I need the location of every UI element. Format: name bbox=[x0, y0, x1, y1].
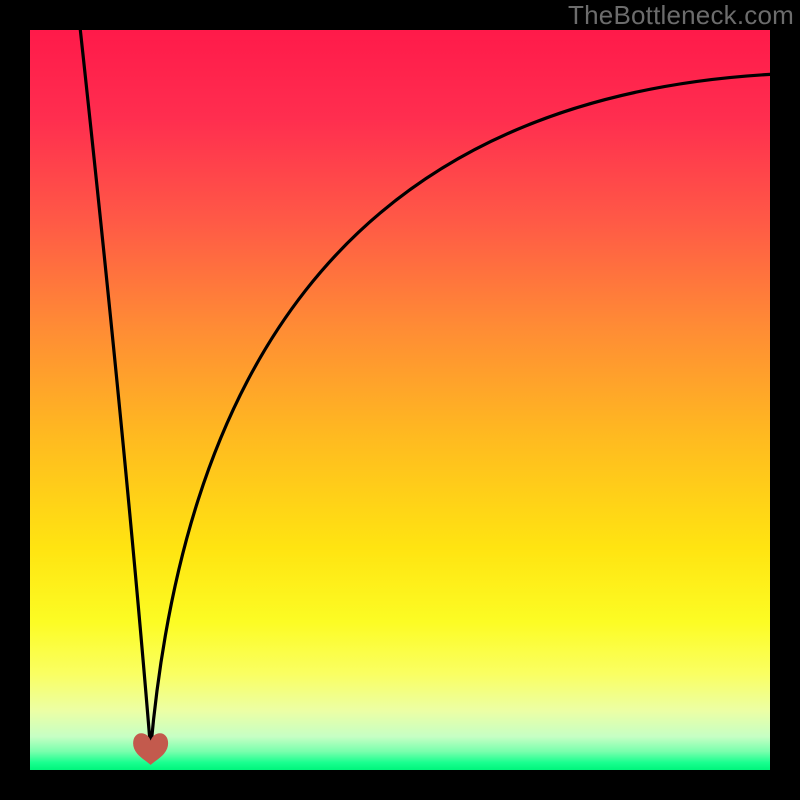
bottleneck-chart bbox=[0, 0, 800, 800]
watermark-text: TheBottleneck.com bbox=[568, 0, 794, 31]
plot-background bbox=[30, 30, 770, 770]
